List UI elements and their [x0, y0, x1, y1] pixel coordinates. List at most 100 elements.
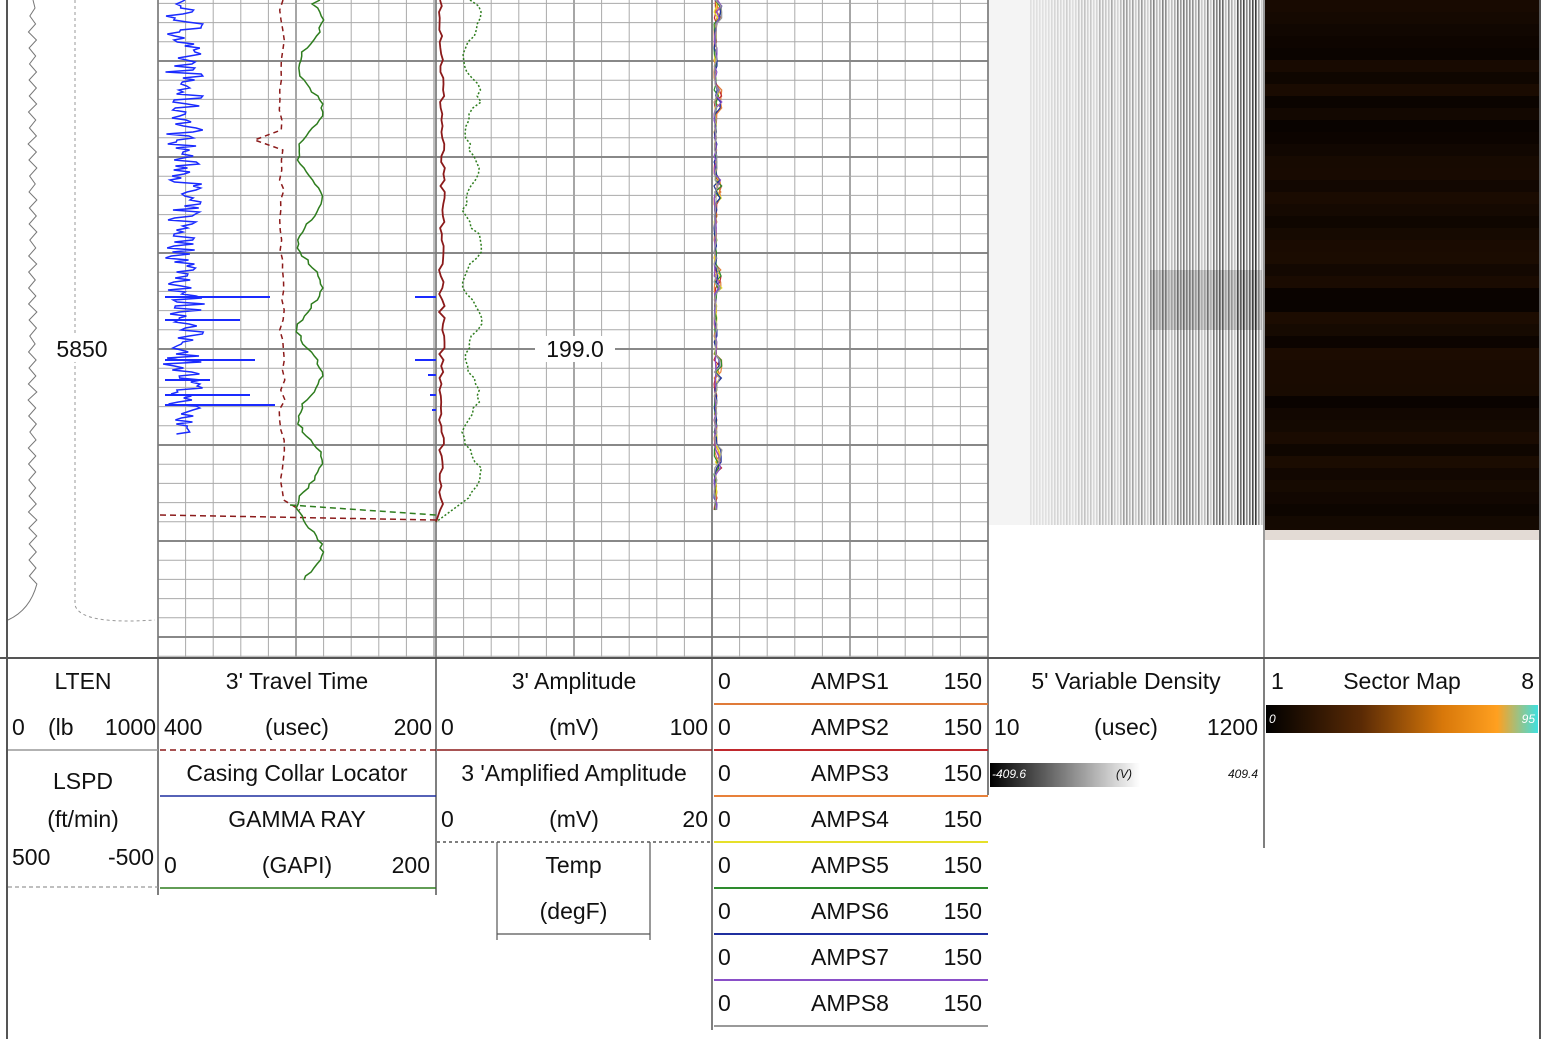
curve-name: GAMMA RAY: [228, 806, 366, 832]
sector-band: [1265, 492, 1540, 504]
sector-band: [1265, 216, 1540, 228]
sector-band: [1265, 84, 1540, 96]
vdl-stripe: [1198, 0, 1200, 525]
vdl-stripe: [1234, 0, 1236, 525]
sector-band: [1265, 384, 1540, 396]
sector-band: [1265, 396, 1540, 408]
unit: (mV): [549, 806, 599, 832]
depth-label: 5850: [50, 336, 114, 362]
sector-band: [1265, 132, 1540, 144]
scale-min: 1: [1271, 668, 1284, 694]
vdl-stripe: [1162, 0, 1164, 525]
vdl-band: [1150, 270, 1262, 330]
vdl-stripe: [1222, 0, 1224, 525]
vdl-stripe: [1246, 0, 1248, 525]
vdl-stripe: [1090, 0, 1092, 525]
sector-band: [1265, 528, 1540, 540]
curve-name: 5' Variable Density: [1031, 668, 1221, 694]
sector-band: [1265, 144, 1540, 156]
vdl-image: [989, 0, 1263, 525]
curve-name: Sector Map: [1343, 668, 1461, 694]
vdl-stripe: [1201, 0, 1203, 525]
unit: (mV): [549, 714, 599, 740]
color-max: 95: [1521, 712, 1535, 726]
sector-band: [1265, 36, 1540, 48]
scale-min: 0: [718, 714, 731, 740]
scale-min: 0: [441, 806, 454, 832]
curve-name: AMPS3: [811, 760, 889, 786]
sector-band: [1265, 372, 1540, 384]
vdl-stripe: [1087, 0, 1089, 525]
vdl-stripe: [1240, 0, 1242, 525]
sector-band: [1265, 516, 1540, 528]
scale-min: 400: [164, 714, 203, 740]
curve-name: 3 'Amplified Amplitude: [461, 760, 687, 786]
sector-band: [1265, 336, 1540, 348]
vdl-stripe: [1030, 0, 1032, 525]
scale-max: 150: [943, 806, 982, 832]
vdl-stripe: [1096, 0, 1098, 525]
vdl-stripe: [1168, 0, 1170, 525]
scale-max: 20: [682, 806, 708, 832]
vdl-stripe: [1231, 0, 1233, 525]
curve-name: AMPS5: [811, 852, 889, 878]
vdl-stripe: [1108, 0, 1110, 525]
vdl-stripe: [1063, 0, 1065, 525]
vdl-stripe: [1114, 0, 1116, 525]
travel-time-curve: [252, 0, 301, 511]
scale-min: 0: [718, 990, 731, 1016]
vdl-stripe: [1066, 0, 1068, 525]
scale-min: 0: [441, 714, 454, 740]
sector-band: [1265, 456, 1540, 468]
sector-band: [1265, 432, 1540, 444]
sector-band: [1265, 48, 1540, 60]
vdl-stripe: [1033, 0, 1035, 525]
unit: (ft/min): [47, 806, 119, 832]
scale-min: 500: [12, 844, 51, 870]
vdl-stripe: [1219, 0, 1221, 525]
vdl-stripe: [1111, 0, 1113, 525]
sector-band: [1265, 348, 1540, 360]
scale-max: 1000: [104, 714, 156, 740]
scale-min: 0: [718, 852, 731, 878]
vdl-stripe: [1183, 0, 1185, 525]
vdl-stripe: [1255, 0, 1257, 525]
curve-name: LTEN: [54, 668, 112, 694]
scale-min: 0: [718, 806, 731, 832]
vdl-stripe: [1117, 0, 1119, 525]
scale-max: 200: [391, 852, 430, 878]
vdl-stripe: [1069, 0, 1071, 525]
sector-band: [1265, 156, 1540, 168]
vdl-stripe: [1159, 0, 1161, 525]
vdl-stripe: [1036, 0, 1038, 525]
sector-band: [1265, 300, 1540, 312]
vdl-stripe: [1048, 0, 1050, 525]
unit: (usec): [1094, 714, 1158, 740]
sector-band: [1265, 120, 1540, 132]
scale-max: 150: [943, 760, 982, 786]
gamma-ray-curve: [295, 0, 325, 581]
sector-colorbar: [1266, 705, 1538, 733]
sector-band: [1265, 180, 1540, 192]
sector-band: [1265, 468, 1540, 480]
vdl-stripe: [1186, 0, 1188, 525]
scale-max: 150: [943, 714, 982, 740]
scale-max: 150: [943, 852, 982, 878]
curve-name: 3' Travel Time: [225, 668, 369, 694]
sector-band: [1265, 240, 1540, 252]
sector-band: [1265, 96, 1540, 108]
unit: (GAPI): [261, 852, 333, 878]
vdl-stripe: [1105, 0, 1107, 525]
amp-max: 409.4: [1227, 767, 1258, 781]
vdl-stripe: [1237, 0, 1239, 525]
curve-name: AMPS8: [811, 990, 889, 1016]
sector-band: [1265, 204, 1540, 216]
vdl-stripe: [1165, 0, 1167, 525]
unit: (lb: [48, 714, 74, 740]
vdl-stripe: [1060, 0, 1062, 525]
vdl-stripe: [1225, 0, 1227, 525]
scale-max: 150: [943, 990, 982, 1016]
vdl-stripe: [1147, 0, 1149, 525]
vdl-stripe: [1099, 0, 1101, 525]
